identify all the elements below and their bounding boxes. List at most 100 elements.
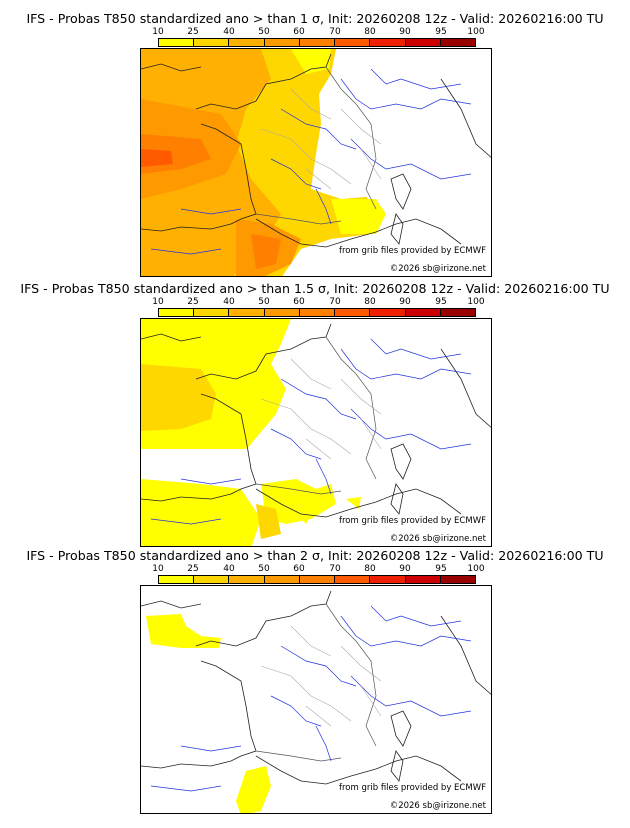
legend-label: 40 (223, 27, 235, 37)
legend-label: 90 (399, 564, 411, 574)
river (270, 695, 322, 727)
map-graphic (141, 49, 491, 276)
colorbar-segment (264, 309, 300, 316)
copyright: ©2026 sb@irizone.net (389, 801, 486, 811)
river (370, 338, 462, 360)
river (315, 188, 332, 225)
prob-area-60 (141, 149, 173, 167)
coastline (390, 173, 412, 210)
coastline (141, 63, 202, 72)
colorbar-segment (405, 576, 441, 583)
prob-area-25 (141, 364, 216, 431)
coastline (141, 760, 232, 769)
prob-area-10-islands (296, 497, 361, 524)
colorbar-segment (159, 576, 195, 583)
panel-2: IFS - Probas T850 standardized ano > tha… (0, 281, 630, 551)
legend-label: 80 (364, 564, 376, 574)
river (370, 68, 462, 90)
coastline (195, 590, 332, 647)
legend-label: 95 (435, 564, 447, 574)
legend-label: 50 (258, 27, 270, 37)
map-graphic (141, 590, 491, 813)
colorbar-segment (264, 39, 300, 46)
legend-label: 90 (399, 297, 411, 307)
coastline (141, 223, 232, 232)
river (180, 745, 242, 752)
river (150, 518, 222, 525)
colorbar-segment (194, 309, 230, 316)
coastline (390, 443, 412, 480)
coastline (255, 755, 462, 785)
coastline (200, 393, 257, 495)
colorbar-legend: 10 25 40 50 60 70 80 90 95 100 (152, 297, 485, 319)
river (340, 78, 472, 110)
colorbar-legend: 10 25 40 50 60 70 80 90 95 100 (152, 27, 485, 49)
colorbar-segment (440, 39, 475, 46)
source-note: from grib files provided by ECMWF (339, 783, 486, 793)
border (255, 483, 342, 495)
coastline (255, 488, 462, 518)
prob-area-10-south (236, 766, 271, 813)
coastline (141, 493, 232, 502)
legend-label: 40 (223, 297, 235, 307)
river (150, 248, 222, 255)
legend-label: 70 (329, 564, 341, 574)
legend-label: 25 (187, 297, 199, 307)
colorbar-segment (194, 39, 230, 46)
colorbar-segment (194, 576, 230, 583)
admin-boundary (260, 625, 382, 727)
legend-label: 10 (152, 297, 164, 307)
legend-label: 25 (187, 564, 199, 574)
colorbar-segment (264, 576, 300, 583)
coastline (440, 615, 491, 695)
colorbar-segment (299, 576, 336, 583)
colorbar-segment (370, 576, 406, 583)
legend-label: 60 (293, 27, 305, 37)
legend-label: 50 (258, 297, 270, 307)
legend-label: 70 (329, 27, 341, 37)
coastline (440, 78, 491, 158)
coastline (200, 123, 257, 225)
river (315, 458, 332, 495)
colorbar (158, 575, 476, 584)
river (180, 478, 242, 485)
river (180, 208, 242, 215)
colorbar-segment (229, 576, 265, 583)
colorbar-segment (335, 309, 371, 316)
legend-label: 90 (399, 27, 411, 37)
colorbar-segment (159, 39, 195, 46)
legend-label: 100 (467, 27, 485, 37)
panel-1: IFS - Probas T850 standardized ano > tha… (0, 11, 630, 281)
coastline (200, 660, 257, 762)
river (350, 138, 472, 180)
river (340, 348, 472, 380)
colorbar (158, 308, 476, 317)
river (280, 645, 357, 687)
legend-label: 95 (435, 27, 447, 37)
river (340, 615, 472, 647)
border (255, 213, 342, 225)
colorbar-segment (335, 39, 371, 46)
river (350, 675, 472, 717)
colorbar-segment (405, 39, 441, 46)
border (325, 336, 377, 480)
colorbar-segment (440, 576, 475, 583)
border (255, 750, 342, 762)
colorbar-segment (229, 309, 265, 316)
admin-boundary (260, 358, 382, 460)
river (280, 108, 357, 150)
panel-title: IFS - Probas T850 standardized ano > tha… (26, 11, 604, 26)
copyright: ©2026 sb@irizone.net (389, 534, 486, 544)
legend-label: 100 (467, 564, 485, 574)
river (350, 408, 472, 450)
border (325, 66, 377, 210)
coastline (195, 53, 332, 110)
copyright: ©2026 sb@irizone.net (389, 264, 486, 274)
panel-3: IFS - Probas T850 standardized ano > tha… (0, 548, 630, 824)
coastline (255, 218, 462, 248)
coastline (195, 323, 332, 380)
colorbar-legend: 10 25 40 50 60 70 80 90 95 100 (152, 564, 485, 586)
coastline (141, 600, 202, 609)
river (150, 785, 222, 792)
colorbar-segment (405, 309, 441, 316)
